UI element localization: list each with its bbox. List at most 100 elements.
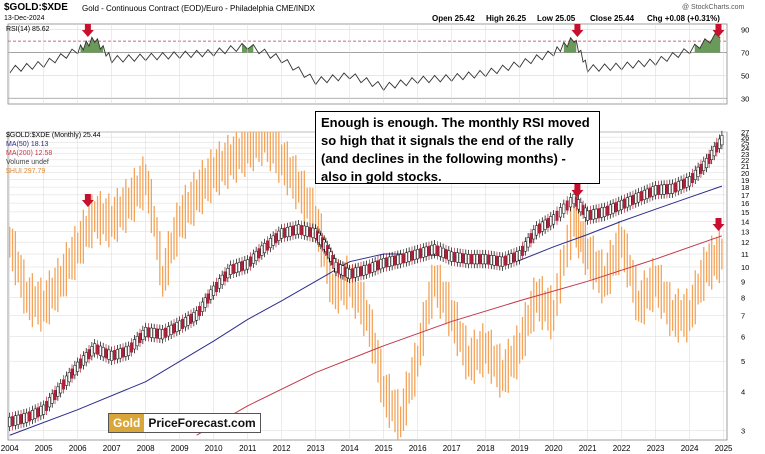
price-candle-body [362, 265, 366, 276]
price-candle-body [475, 254, 479, 265]
price-candle-body [628, 196, 632, 207]
price-candle-body [226, 268, 230, 279]
price-candle-body [161, 329, 165, 340]
price-candle-body [569, 197, 573, 208]
price-candle-body [705, 158, 709, 169]
price-candle-body [62, 379, 65, 390]
price-candle-body [685, 177, 689, 188]
price-tick-label: 21 [741, 162, 749, 171]
rsi-overbought-fill [694, 33, 721, 53]
rsi-label: RSI(14) 85.62 [6, 26, 50, 33]
legend-main: $GOLD:$XDE (Monthly) 25.44 [6, 132, 101, 139]
price-candle-body [22, 413, 26, 424]
price-candle-body [206, 293, 210, 304]
price-candle-body [8, 416, 12, 427]
price-candle-body [594, 208, 598, 219]
price-candle-body [351, 268, 354, 279]
price-tick-label: 3 [741, 427, 745, 436]
price-candle-body [172, 323, 176, 334]
price-candle-body [308, 227, 312, 238]
price-candle-body [297, 224, 301, 235]
price-candle-body [407, 251, 411, 262]
price-candle-body [515, 251, 519, 262]
price-tick-label: 16 [741, 199, 749, 208]
price-candle-body [127, 345, 131, 356]
price-candle-body [645, 188, 649, 199]
price-candle-body [379, 259, 383, 270]
price-candle-body [183, 317, 187, 328]
price-candle-body [396, 254, 400, 265]
price-candle-body [450, 251, 454, 262]
price-candle-body [237, 262, 241, 273]
price-candle-body [472, 254, 476, 265]
x-tick-label: 2016 [409, 444, 427, 453]
price-candle-body [67, 372, 71, 383]
price-candle-body [348, 269, 352, 280]
x-tick-label: 2008 [137, 444, 155, 453]
price-candle-body [671, 183, 675, 194]
price-candle-body [659, 184, 663, 195]
rsi-signal-arrow [81, 24, 94, 37]
price-candle-body [249, 256, 252, 267]
price-candle-body [688, 176, 692, 187]
price-candle-body [506, 254, 510, 265]
price-candle-body [543, 219, 547, 230]
price-candle-body [144, 327, 148, 338]
ohlc-low: Low 25.05 [537, 14, 576, 23]
price-candle-body [175, 322, 179, 333]
price-candle-body [589, 210, 592, 221]
price-candle-body [33, 408, 37, 419]
price-candle-body [285, 227, 289, 238]
x-tick-label: 2015 [375, 444, 393, 453]
price-candle-body [302, 225, 306, 236]
price-candle-body [410, 250, 414, 261]
price-candle-body [707, 153, 711, 164]
price-candle-body [625, 197, 629, 208]
x-tick-label: 2023 [647, 444, 665, 453]
price-candle-body [546, 217, 550, 228]
price-candle-body [121, 347, 125, 358]
price-candle-body [166, 326, 170, 337]
x-tick-label: 2020 [545, 444, 563, 453]
price-candle-body [634, 193, 638, 204]
price-candle-body [135, 336, 139, 347]
price-candle-body [720, 135, 724, 146]
price-candle-body [597, 208, 601, 219]
price-tick-label: 8 [741, 293, 745, 302]
price-tick-label: 5 [741, 357, 745, 366]
price-candle-body [565, 200, 569, 211]
price-candle-body [492, 255, 496, 266]
price-candle-body [696, 166, 700, 177]
rsi-tick-label: 30 [741, 94, 749, 103]
price-candle-body [489, 255, 493, 266]
price-candle-body [215, 282, 218, 293]
price-candle-body [481, 254, 485, 265]
price-candle-body [673, 182, 677, 193]
rsi-tick-label: 70 [741, 49, 749, 58]
price-candle-body [712, 146, 716, 157]
price-signal-arrow [712, 218, 725, 231]
legend-volume: Volume undef [6, 159, 49, 166]
price-candle-body [59, 383, 63, 394]
legend-ma50: MA(50) 18.13 [6, 141, 49, 148]
x-tick-label: 2009 [171, 444, 189, 453]
price-candle-body [416, 249, 420, 260]
price-candle-body [288, 226, 292, 237]
price-candle-body [464, 253, 468, 264]
price-candle-body [455, 252, 459, 263]
rsi-panel: 90 70 50 30 [7, 23, 749, 105]
price-candle-body [251, 253, 255, 264]
price-candle-body [266, 240, 269, 251]
rsi-signal-arrow [712, 24, 725, 37]
price-candle-body [45, 400, 48, 411]
ohlc-high: High 26.25 [486, 14, 527, 23]
price-candle-body [186, 315, 190, 326]
price-candle-body [198, 306, 201, 317]
x-tick-label: 2012 [273, 444, 291, 453]
price-tick-label: 9 [741, 277, 745, 286]
price-candle-body [518, 250, 522, 261]
price-candle-body [438, 246, 442, 257]
price-candle-body [504, 255, 507, 266]
price-candle-body [404, 252, 408, 263]
price-candle-body [169, 324, 173, 335]
